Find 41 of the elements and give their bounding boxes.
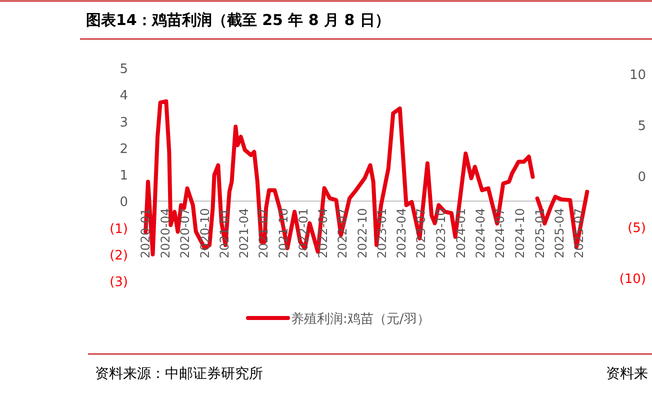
x-tick-label: 2023-01 bbox=[375, 208, 390, 258]
y-tick-label: 4 bbox=[120, 88, 128, 104]
x-tick-label: 2024-07 bbox=[493, 208, 508, 258]
x-tick-label: 2020-04 bbox=[158, 208, 172, 258]
x-tick-label: 2021-04 bbox=[237, 208, 252, 258]
y-tick-label: 1 bbox=[120, 168, 128, 184]
x-tick-label: 2021-07 bbox=[256, 208, 271, 258]
y-tick-label: (3) bbox=[110, 275, 128, 290]
y-tick-label: (2) bbox=[110, 248, 128, 264]
x-tick-label: 2021-01 bbox=[218, 208, 232, 258]
x-tick-label: 2023-04 bbox=[394, 208, 409, 258]
x-tick-label: 2021-10 bbox=[276, 208, 291, 258]
y-tick-label: 2 bbox=[120, 142, 128, 157]
x-tick-label: 2022-10 bbox=[355, 208, 370, 258]
y-tick-label: 5 bbox=[120, 62, 128, 77]
text: 资料来源：中邮证券研究所 bbox=[95, 366, 263, 382]
x-tick-label: 2020-10 bbox=[198, 208, 212, 258]
legend-label: 养殖利润:鸡苗（元/羽） bbox=[291, 311, 430, 327]
x-tick-label: 2022-04 bbox=[316, 208, 330, 258]
text: 10 bbox=[629, 68, 646, 83]
x-tick-label: 2024-01 bbox=[454, 208, 468, 258]
y-tick-label: (1) bbox=[110, 222, 128, 237]
text: (10) bbox=[619, 272, 646, 287]
x-tick-label: 2022-01 bbox=[296, 208, 310, 258]
chart-title: 图表14：鸡苗利润（截至 25 年 8 月 8 日） bbox=[86, 11, 390, 29]
x-tick-label: 2020-07 bbox=[178, 208, 192, 258]
x-tick-label: 2020-01 bbox=[138, 208, 153, 258]
x-tick-label: 2022-07 bbox=[335, 208, 350, 258]
x-tick-label: 2023-10 bbox=[434, 208, 448, 258]
y-tick-label: 0 bbox=[120, 195, 128, 210]
x-tick-label: 2025-01 bbox=[532, 208, 547, 258]
text: (5) bbox=[628, 221, 646, 236]
text: 0 bbox=[638, 170, 646, 185]
x-tick-label: 2025-04 bbox=[552, 208, 566, 258]
x-tick-label: 2025-07 bbox=[572, 208, 586, 258]
text: 资料来 bbox=[606, 366, 648, 382]
x-tick-label: 2024-10 bbox=[513, 208, 528, 258]
x-tick-label: 2024-04 bbox=[474, 208, 488, 258]
text: 5 bbox=[638, 119, 646, 134]
x-tick-label: 2023-07 bbox=[414, 208, 428, 258]
y-tick-label: 3 bbox=[120, 115, 128, 130]
